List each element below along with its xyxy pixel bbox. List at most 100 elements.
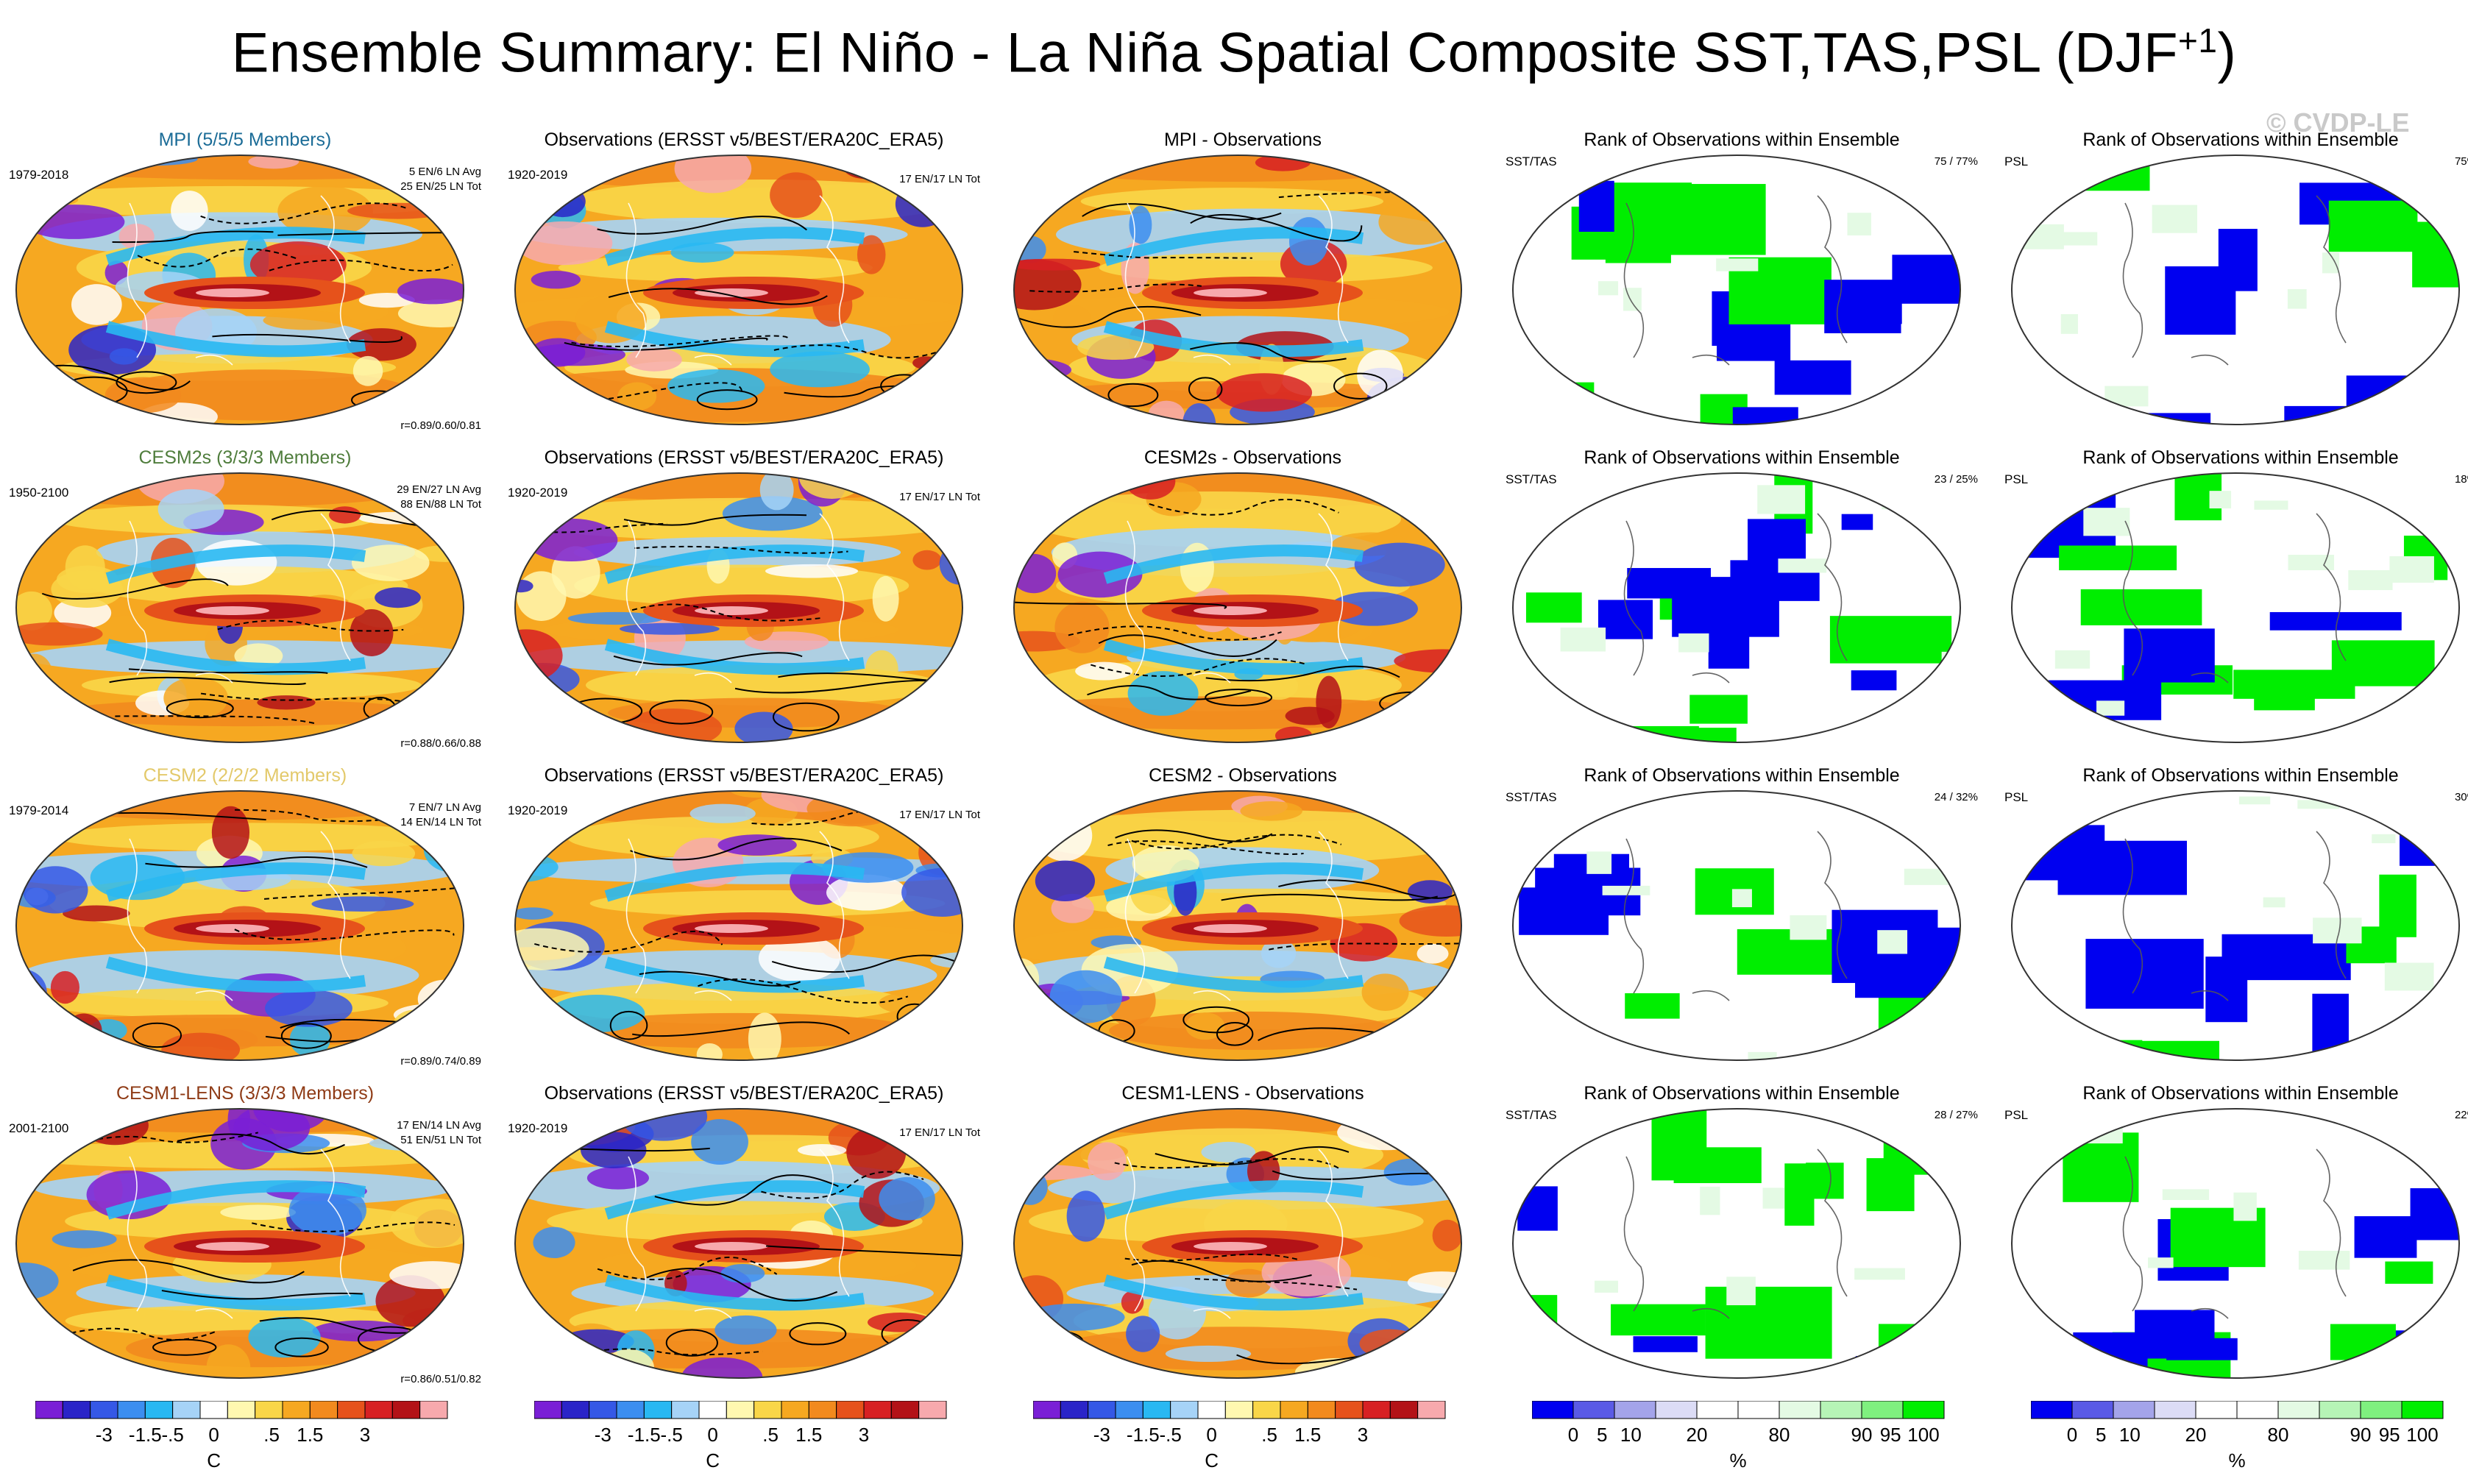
- pattern-correlation: r=0.88/0.66/0.88: [400, 737, 481, 750]
- colorbar-swatch: [2031, 1401, 2073, 1419]
- temperature-map: [15, 472, 464, 743]
- temperature-map: [1013, 1108, 1462, 1379]
- panel-counts: 17 EN/17 LN Tot: [899, 173, 980, 185]
- rank-percent: 75 / 77%: [1934, 155, 1978, 168]
- model-members: (5/5/5 Members): [196, 129, 332, 150]
- rank-map: [2011, 790, 2460, 1061]
- colorbar-swatch: [534, 1401, 562, 1419]
- colorbar-swatch: [1779, 1401, 1821, 1419]
- colorbar-swatch: [364, 1401, 393, 1419]
- rank-sst-panel: Rank of Observations within Ensemble SST/…: [1503, 761, 1981, 1080]
- colorbar-swatch: [781, 1401, 809, 1419]
- colorbar-swatch: [199, 1401, 228, 1419]
- colorbar-swatch: [2071, 1401, 2114, 1419]
- colorbar-tick: 10: [1620, 1424, 1642, 1446]
- colorbar-swatch: [62, 1401, 91, 1419]
- colorbar-swatch: [337, 1401, 366, 1419]
- panel-counts: 17 EN/14 LN Avg 51 EN/51 LN Tot: [397, 1118, 481, 1148]
- colorbar-swatch: [2154, 1401, 2196, 1419]
- colorbar-tick: .5: [263, 1424, 280, 1446]
- count-line: 7 EN/7 LN Avg: [408, 801, 481, 814]
- colorbar-tick: 90: [1851, 1424, 1873, 1446]
- rank-psl-panel: Rank of Observations within Ensemble PSL 2…: [2001, 1079, 2468, 1398]
- temperature-map: [514, 790, 963, 1061]
- colorbar-tick: 3: [858, 1424, 870, 1446]
- colorbar-swatch: [671, 1401, 700, 1419]
- colorbar-tick: 0: [1206, 1424, 1217, 1446]
- panel-title: Rank of Observations within Ensemble: [1584, 1083, 1900, 1104]
- colorbar-swatch: [1060, 1401, 1089, 1419]
- rank-percent: 30%: [2454, 791, 2468, 803]
- model-name: CESM2: [143, 765, 207, 786]
- colorbar-swatch: [1170, 1401, 1199, 1419]
- colorbar-swatches: [1532, 1401, 1945, 1419]
- colorbar-swatch: [808, 1401, 837, 1419]
- figure-title: Ensemble Summary: El Niño - La Niña Spat…: [231, 21, 2237, 85]
- colorbar-tick: 100: [2406, 1424, 2439, 1446]
- difference-panel: CESM1-LENS - Observations: [1004, 1079, 1482, 1398]
- difference-panel: CESM2 - Observations: [1004, 761, 1482, 1080]
- colorbar-tick: 100: [1907, 1424, 1940, 1446]
- rank-sst-panel: Rank of Observations within Ensemble SST/…: [1503, 443, 1981, 762]
- colorbar-tick: -1.5: [627, 1424, 661, 1446]
- temperature-map: [514, 1108, 963, 1379]
- colorbar-tick: 95: [2378, 1424, 2400, 1446]
- count-line: 29 EN/27 LN Avg: [397, 483, 481, 496]
- watermark: © CVDP-LE: [2266, 107, 2410, 138]
- colorbar-tick: 20: [2185, 1424, 2207, 1446]
- colorbar-swatch: [1820, 1401, 1862, 1419]
- colorbar-swatch: [227, 1401, 256, 1419]
- colorbar-swatch: [90, 1401, 118, 1419]
- colorbar-tick: 1.5: [795, 1424, 823, 1446]
- panel-years: 1920-2019: [508, 1121, 568, 1135]
- colorbar-unit: %: [2228, 1449, 2246, 1471]
- colorbar-unit: C: [207, 1449, 221, 1471]
- panel-title: Observations (ERSST v5/BEST/ERA20C_ERA5): [544, 129, 944, 150]
- colorbar-swatch: [589, 1401, 617, 1419]
- colorbar-swatch: [2277, 1401, 2320, 1419]
- panel-years: 1920-2019: [508, 803, 568, 817]
- colorbar-swatch: [753, 1401, 782, 1419]
- rank-colorbar: 0 5 10 20 80 90 95 100%: [1510, 1398, 1988, 1479]
- colorbar-swatch: [172, 1401, 201, 1419]
- model-name: MPI: [158, 129, 192, 150]
- rank-map: [2011, 1108, 2460, 1379]
- colorbar-swatch: [35, 1401, 63, 1419]
- panel-title: Rank of Observations within Ensemble: [2082, 129, 2399, 150]
- observation-panel: Observations (ERSST v5/BEST/ERA20C_ERA5)…: [505, 443, 983, 762]
- colorbar-tick: 0: [2066, 1424, 2078, 1446]
- colorbar-swatch: [643, 1401, 673, 1419]
- panel-counts: 17 EN/17 LN Tot: [899, 809, 980, 821]
- panel-title: Rank of Observations within Ensemble: [2082, 1083, 2399, 1104]
- colorbar-swatch: [309, 1401, 338, 1419]
- colorbar-swatch: [1417, 1401, 1446, 1419]
- colorbar-swatch: [1737, 1401, 1780, 1419]
- difference-panel: CESM2s - Observations: [1004, 443, 1482, 762]
- colorbar-swatch: [1614, 1401, 1656, 1419]
- observation-panel: Observations (ERSST v5/BEST/ERA20C_ERA5)…: [505, 1079, 983, 1398]
- panel-title: Rank of Observations within Ensemble: [1584, 129, 1900, 150]
- colorbar-swatch: [1280, 1401, 1308, 1419]
- panel-variable: SST/TAS: [1506, 155, 1557, 168]
- colorbar-swatch: [1696, 1401, 1739, 1419]
- colorbar-swatch: [1532, 1401, 1574, 1419]
- temperature-map: [1013, 472, 1462, 743]
- colorbar-swatch: [2236, 1401, 2279, 1419]
- count-line: 88 EN/88 LN Tot: [400, 498, 481, 511]
- panel-counts: 29 EN/27 LN Avg 88 EN/88 LN Tot: [397, 483, 481, 512]
- colorbar-swatch: [282, 1401, 311, 1419]
- colorbar-swatch: [2401, 1401, 2444, 1419]
- panel-years: 1920-2019: [508, 486, 568, 500]
- panel-title: Rank of Observations within Ensemble: [1584, 447, 1900, 468]
- colorbar-swatch: [726, 1401, 755, 1419]
- model-panel: MPI (5/5/5 Members) 1979-2018 5 EN/6 LN Av…: [6, 125, 484, 444]
- colorbar-swatch: [144, 1401, 174, 1419]
- colorbar-swatch: [1902, 1401, 1945, 1419]
- rank-map: [1512, 155, 1961, 425]
- colorbar-tick: 3: [359, 1424, 371, 1446]
- count-line: 51 EN/51 LN Tot: [400, 1134, 481, 1146]
- colorbar-tick: 5: [1596, 1424, 1608, 1446]
- panel-title: CESM1-LENS - Observations: [1121, 1083, 1364, 1104]
- colorbar-tick: -.5: [660, 1424, 683, 1446]
- panel-variable: SST/TAS: [1506, 790, 1557, 804]
